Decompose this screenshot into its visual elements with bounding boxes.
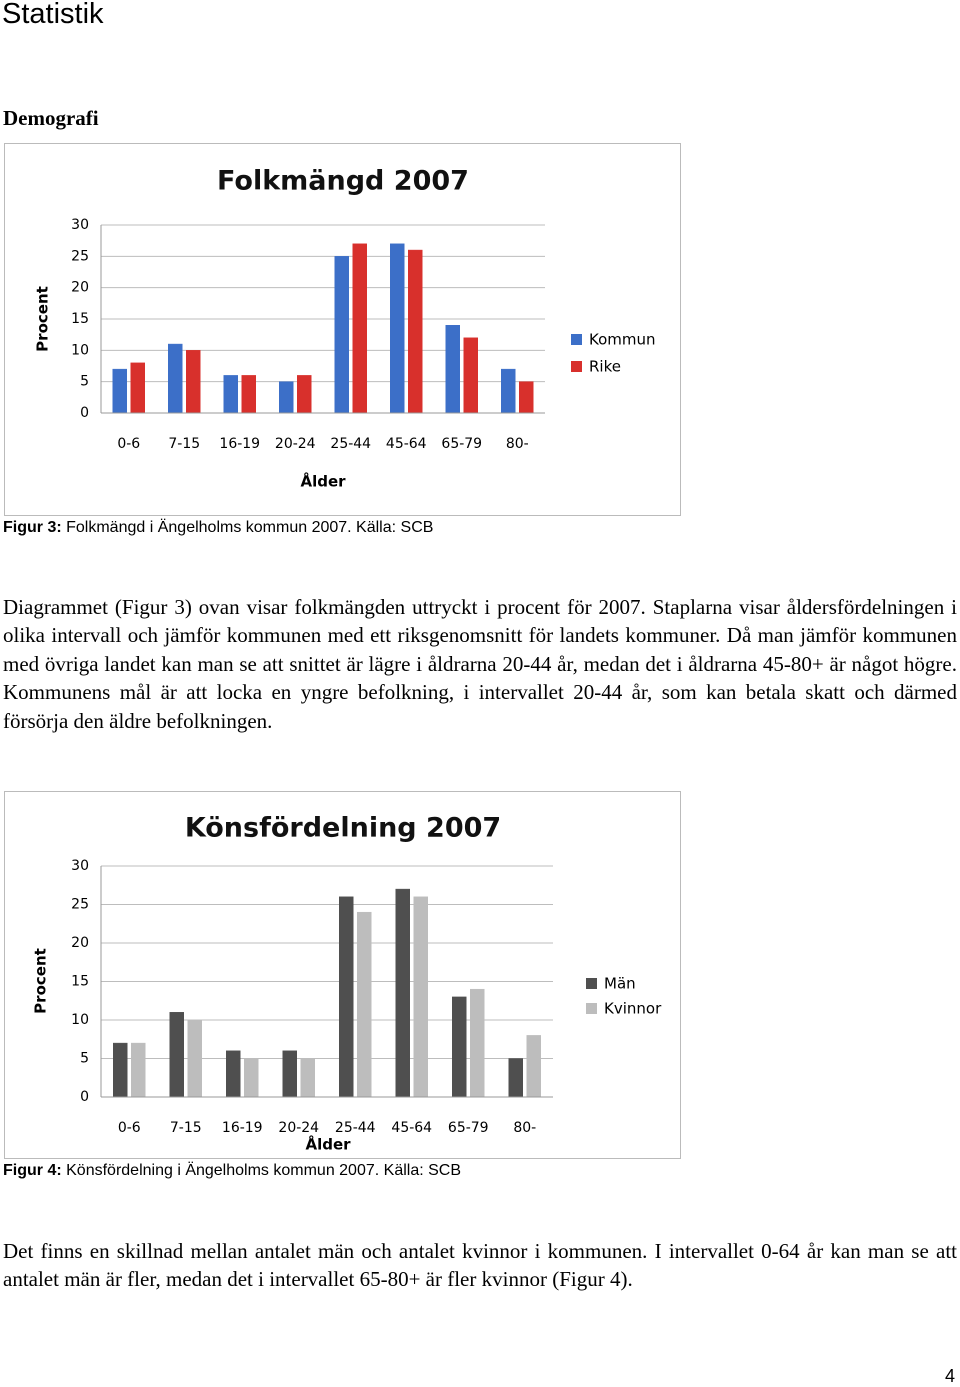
caption: Figur 4: Könsfördelning i Ängelholms kom… xyxy=(3,1162,461,1180)
bar xyxy=(395,888,410,1098)
bar xyxy=(526,1035,541,1098)
chart: Könsfördelning 2007 Procent Ålder 0 5 10 15 20 2… xyxy=(4,791,681,1159)
x-tick-label: 80- xyxy=(506,436,529,452)
bar xyxy=(223,375,238,414)
bar xyxy=(334,256,349,414)
bar xyxy=(282,1050,297,1098)
bar xyxy=(357,911,372,1098)
x-tick-label: 45-64 xyxy=(386,436,427,452)
bar xyxy=(390,243,405,414)
chart: Folkmängd 2007 Procent Ålder 0 5 10 15 20 25 30 0-… xyxy=(4,143,681,516)
bar xyxy=(445,325,460,414)
caption: Figur 3: Folkmängd i Ängelholms kommun 2… xyxy=(3,519,433,537)
legend-label: Kommun xyxy=(589,331,656,349)
bar xyxy=(169,1012,184,1098)
bar xyxy=(470,988,485,1098)
bar xyxy=(226,1050,241,1098)
y-tick-label: 0 xyxy=(80,405,89,421)
bar xyxy=(131,1042,146,1098)
x-tick-label: 16-19 xyxy=(222,1120,263,1136)
bar xyxy=(508,1058,523,1098)
y-tick-label: 0 xyxy=(80,1089,89,1105)
x-tick-label: 16-19 xyxy=(219,436,260,452)
y-axis-title: Procent xyxy=(32,948,50,1014)
x-tick-label: 20-24 xyxy=(275,436,316,452)
paragraph: Det finns en skillnad mellan antalet män… xyxy=(3,1239,957,1292)
x-tick-label: 7-15 xyxy=(168,436,200,452)
bar xyxy=(413,896,428,1098)
page-number: 4 xyxy=(945,1366,956,1386)
bar xyxy=(112,368,127,414)
y-tick-label: 25 xyxy=(71,897,89,913)
bar xyxy=(279,381,294,414)
y-axis-title: Procent xyxy=(34,286,52,352)
caption-label: Figur 4: xyxy=(3,1162,62,1179)
bar xyxy=(297,375,312,414)
x-tick-label: 65-79 xyxy=(448,1120,489,1136)
bar xyxy=(113,1042,128,1098)
bar xyxy=(187,1019,202,1098)
page-title: Statistik xyxy=(2,0,104,30)
x-axis-title: Ålder xyxy=(305,1135,351,1154)
caption-text: Folkmängd i Ängelholms kommun 2007. Käll… xyxy=(66,519,434,536)
x-tick-label: 65-79 xyxy=(441,436,482,452)
section-heading: Demografi xyxy=(3,106,99,130)
y-tick-label: 15 xyxy=(71,311,89,327)
caption-label: Figur 3: xyxy=(3,519,62,536)
y-tick-label: 30 xyxy=(71,217,89,233)
legend-swatch xyxy=(571,334,582,345)
caption-text: Könsfördelning i Ängelholms kommun 2007.… xyxy=(66,1162,462,1179)
bar xyxy=(244,1058,259,1098)
bar xyxy=(168,343,183,414)
y-tick-label: 5 xyxy=(80,1051,89,1067)
x-tick-label: 25-44 xyxy=(335,1120,376,1136)
bar xyxy=(300,1058,315,1098)
bar xyxy=(408,249,423,414)
bar xyxy=(339,896,354,1098)
chart-title: Folkmängd 2007 xyxy=(217,166,469,197)
bar xyxy=(463,337,478,414)
y-tick-label: 25 xyxy=(71,248,89,264)
y-tick-label: 20 xyxy=(71,935,89,951)
paragraph: Diagrammet (Figur 3) ovan visar folkmäng… xyxy=(3,595,957,733)
bar xyxy=(501,368,516,414)
legend-label: Kvinnor xyxy=(604,1000,662,1018)
bar xyxy=(352,243,367,414)
x-tick-label: 80- xyxy=(513,1120,536,1136)
y-tick-label: 15 xyxy=(71,974,89,990)
y-tick-label: 10 xyxy=(71,342,89,358)
bar xyxy=(241,375,256,414)
legend-label: Män xyxy=(604,975,636,993)
legend-swatch xyxy=(586,1003,597,1014)
x-tick-label: 25-44 xyxy=(330,436,371,452)
x-tick-label: 7-15 xyxy=(170,1120,202,1136)
x-tick-label: 20-24 xyxy=(278,1120,319,1136)
y-tick-label: 10 xyxy=(71,1012,89,1028)
chart-title: Könsfördelning 2007 xyxy=(185,813,501,844)
legend-swatch xyxy=(586,978,597,989)
bar xyxy=(186,350,201,414)
x-tick-label: 0-6 xyxy=(118,1120,141,1136)
y-tick-label: 5 xyxy=(80,374,89,390)
x-tick-label: 0-6 xyxy=(117,436,140,452)
y-tick-label: 30 xyxy=(71,858,89,874)
y-tick-label: 20 xyxy=(71,280,89,296)
bar xyxy=(130,362,145,414)
x-tick-label: 45-64 xyxy=(391,1120,432,1136)
x-axis-title: Ålder xyxy=(300,472,346,491)
bar xyxy=(519,381,534,414)
bar xyxy=(452,996,467,1098)
legend-label: Rike xyxy=(589,358,621,376)
legend-swatch xyxy=(571,361,582,372)
